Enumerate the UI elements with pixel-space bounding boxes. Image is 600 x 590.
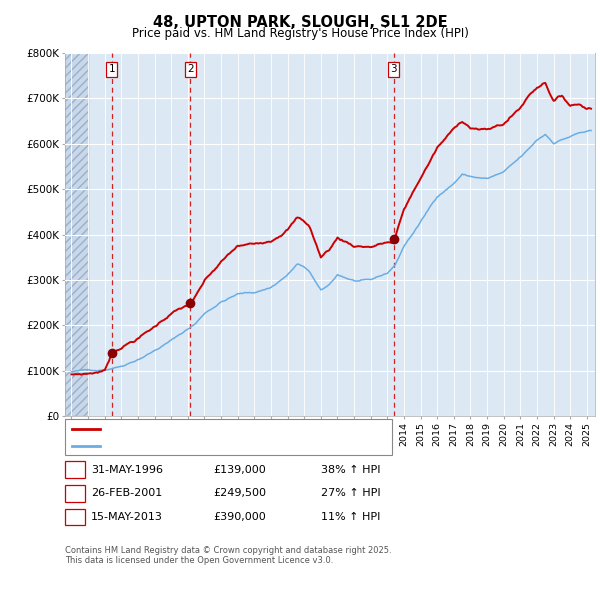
Text: 1: 1 [71,465,78,474]
Text: 26-FEB-2001: 26-FEB-2001 [91,489,163,498]
Text: 1: 1 [109,64,115,74]
Text: HPI: Average price, detached house, Slough: HPI: Average price, detached house, Slou… [104,441,333,451]
Text: £249,500: £249,500 [213,489,266,498]
Text: 15-MAY-2013: 15-MAY-2013 [91,512,163,522]
Text: 48, UPTON PARK, SLOUGH, SL1 2DE (detached house): 48, UPTON PARK, SLOUGH, SL1 2DE (detache… [104,424,385,434]
Text: 38% ↑ HPI: 38% ↑ HPI [321,465,380,474]
Text: 31-MAY-1996: 31-MAY-1996 [91,465,163,474]
Text: 27% ↑ HPI: 27% ↑ HPI [321,489,380,498]
Text: 2: 2 [71,489,78,498]
Text: 3: 3 [390,64,397,74]
Text: 11% ↑ HPI: 11% ↑ HPI [321,512,380,522]
Text: Contains HM Land Registry data © Crown copyright and database right 2025.
This d: Contains HM Land Registry data © Crown c… [65,546,391,565]
Text: 2: 2 [187,64,194,74]
Text: £139,000: £139,000 [213,465,266,474]
Text: 3: 3 [71,512,78,522]
Text: 48, UPTON PARK, SLOUGH, SL1 2DE: 48, UPTON PARK, SLOUGH, SL1 2DE [152,15,448,30]
Text: £390,000: £390,000 [213,512,266,522]
Text: Price paid vs. HM Land Registry's House Price Index (HPI): Price paid vs. HM Land Registry's House … [131,27,469,40]
